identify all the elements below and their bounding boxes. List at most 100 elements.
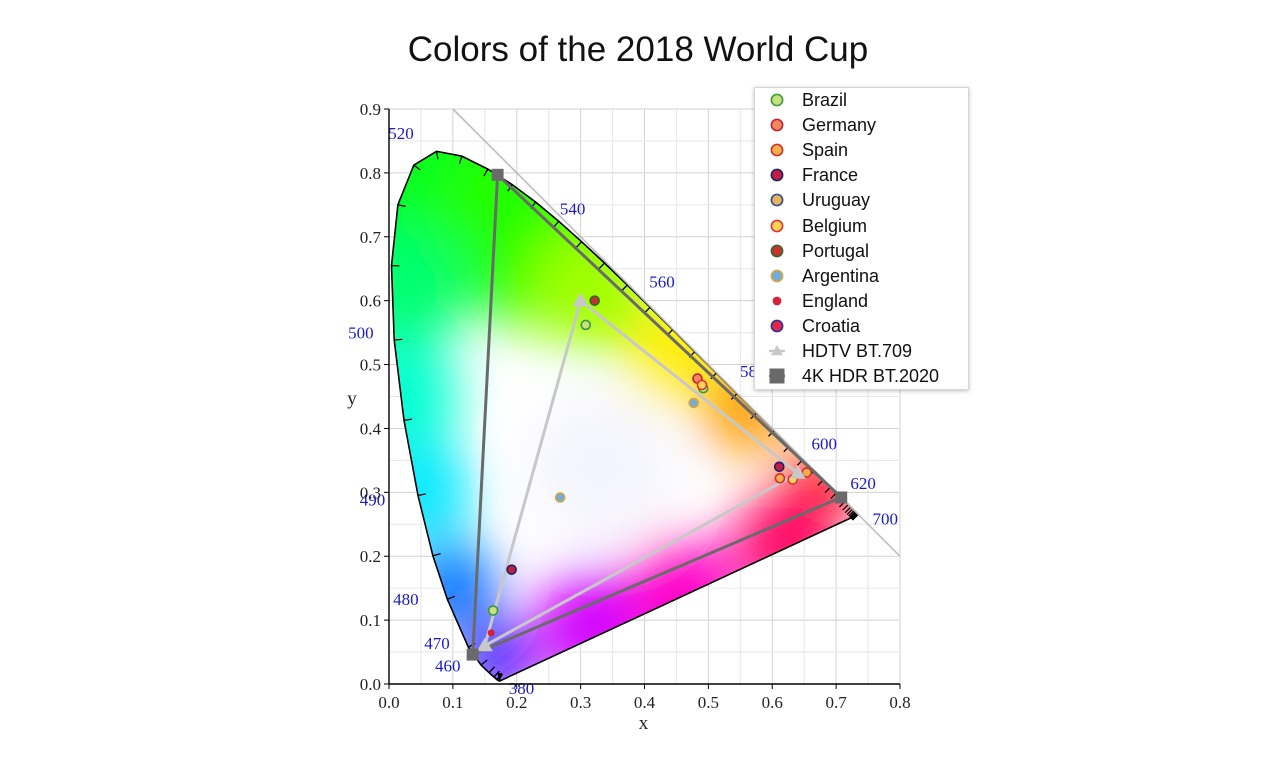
- legend-label: Portugal: [802, 240, 870, 261]
- x-tick-label: 0.8: [889, 693, 910, 712]
- y-tick-label: 0.9: [360, 100, 381, 119]
- legend-marker: [769, 345, 785, 356]
- locus-tick: [394, 338, 403, 341]
- locus-tick: [480, 659, 488, 666]
- locus-tick: [575, 241, 583, 249]
- spain-point: [774, 472, 786, 484]
- legend-marker: [770, 219, 784, 232]
- brazil-point: [580, 319, 592, 331]
- fill-patch: [625, 537, 741, 653]
- legend-item: Portugal: [755, 239, 968, 264]
- x-tick-label: 0.4: [634, 693, 656, 712]
- locus-tick: [417, 493, 426, 497]
- belgium-point: [696, 379, 708, 391]
- legend-symbol: [770, 269, 784, 283]
- locus-tick: [496, 673, 503, 681]
- argentina-point: [688, 397, 699, 409]
- bt2020-triangle: [471, 171, 844, 657]
- y-tick-label: 0.5: [360, 356, 381, 375]
- y-tick-label: 0.3: [360, 483, 381, 502]
- locus-tick: [413, 164, 421, 171]
- x-tick-label: 0.7: [826, 693, 848, 712]
- spain-point: [801, 467, 813, 478]
- axes: 0.0 0.1 0.2 0.3 0.4 0.5 0.6 0.7 0.8 0.0 0.1 0.2 0.3 0…: [347, 100, 910, 734]
- legend-symbol: [770, 193, 784, 207]
- wavelength-label: 500: [348, 323, 374, 342]
- locus-tick: [844, 506, 852, 514]
- legend-marker: [772, 296, 782, 306]
- locus-tick: [493, 670, 500, 678]
- brazil-point: [487, 605, 499, 616]
- locus-tick: [397, 204, 406, 208]
- legend-label: Croatia: [802, 315, 861, 336]
- wavelength-label: 480: [393, 590, 419, 609]
- y-tick-label: 0.0: [360, 675, 381, 694]
- locus-tick: [403, 418, 413, 421]
- x-tick-label: 0.6: [762, 693, 783, 712]
- france-point: [773, 461, 785, 473]
- y-tick-label: 0.6: [360, 292, 381, 311]
- england-point: [487, 629, 495, 637]
- legend-marker: [770, 244, 784, 258]
- hdtv-bt-709-point: [572, 292, 589, 307]
- locus-tick: [849, 511, 856, 518]
- legend-marker: [770, 168, 784, 182]
- legend-marker: [770, 269, 784, 283]
- wavelength-label: 470: [424, 634, 450, 653]
- 4k-hdr-bt-2020-point: [835, 491, 848, 504]
- locus-tick: [483, 168, 489, 177]
- wavelength-label: 620: [850, 474, 876, 493]
- fill-patch: [529, 396, 671, 538]
- data-points: [466, 168, 848, 661]
- legend-label: Argentina: [802, 265, 880, 286]
- gamut-triangles: [471, 171, 844, 657]
- wavelength-label: 600: [811, 435, 837, 454]
- 4k-hdr-bt-2020-point: [466, 648, 479, 661]
- y-axis-label: y: [347, 389, 357, 410]
- argentina-point: [554, 492, 566, 503]
- y-tick-label: 0.2: [360, 547, 381, 566]
- locus-tick: [435, 151, 439, 160]
- legend-symbol: [770, 143, 784, 157]
- wavelength-label: 490: [360, 491, 386, 510]
- legend-label: Brazil: [802, 90, 848, 110]
- hdtv-bt-709-point: [789, 465, 806, 479]
- portugal-point: [589, 295, 600, 306]
- locus-tick: [849, 511, 857, 519]
- locus-tick: [497, 673, 503, 682]
- legend-item: Brazil: [755, 88, 968, 113]
- legend-label: England: [802, 290, 869, 311]
- legend-symbol: [770, 93, 784, 107]
- fill-patch: [391, 224, 466, 352]
- wavelength-label: 700: [872, 510, 898, 529]
- wavelength-label: 460: [435, 656, 461, 675]
- wavelength-label: 520: [388, 124, 414, 143]
- legend-marker: [770, 193, 784, 207]
- legend-symbol: [770, 219, 784, 232]
- y-tick-label: 0.4: [360, 419, 382, 438]
- 4k-hdr-bt-2020-point: [491, 168, 504, 181]
- france-point: [506, 564, 517, 575]
- legend-marker: [770, 118, 784, 132]
- x-tick-label: 0.3: [570, 693, 591, 712]
- legend-symbol: [769, 368, 785, 384]
- x-tick-label: 0.0: [378, 693, 399, 712]
- y-tick-label: 0.7: [360, 228, 382, 247]
- locus-tick: [432, 552, 441, 557]
- locus-tick: [598, 262, 605, 270]
- y-tick-label: 0.8: [360, 164, 381, 183]
- x-tick-label: 0.5: [698, 693, 719, 712]
- x-tick-label: 0.1: [442, 693, 463, 712]
- legend-item: Germany: [755, 113, 968, 138]
- legend-symbol: [772, 296, 782, 306]
- legend-marker: [770, 319, 784, 333]
- legend-item: Argentina: [755, 264, 968, 289]
- legend-symbol: [770, 118, 784, 132]
- hdtv-bt709-triangle: [482, 298, 801, 649]
- legend-label: 4K HDR BT.2020: [802, 366, 940, 387]
- legend-label: Uruguay: [802, 190, 871, 211]
- wavelength-label: 540: [560, 199, 586, 218]
- legend-item: Uruguay: [755, 188, 968, 213]
- legend-label: Spain: [802, 140, 849, 161]
- legend: Brazil Germany Spain France Uruguay Belgium Po…: [754, 87, 969, 390]
